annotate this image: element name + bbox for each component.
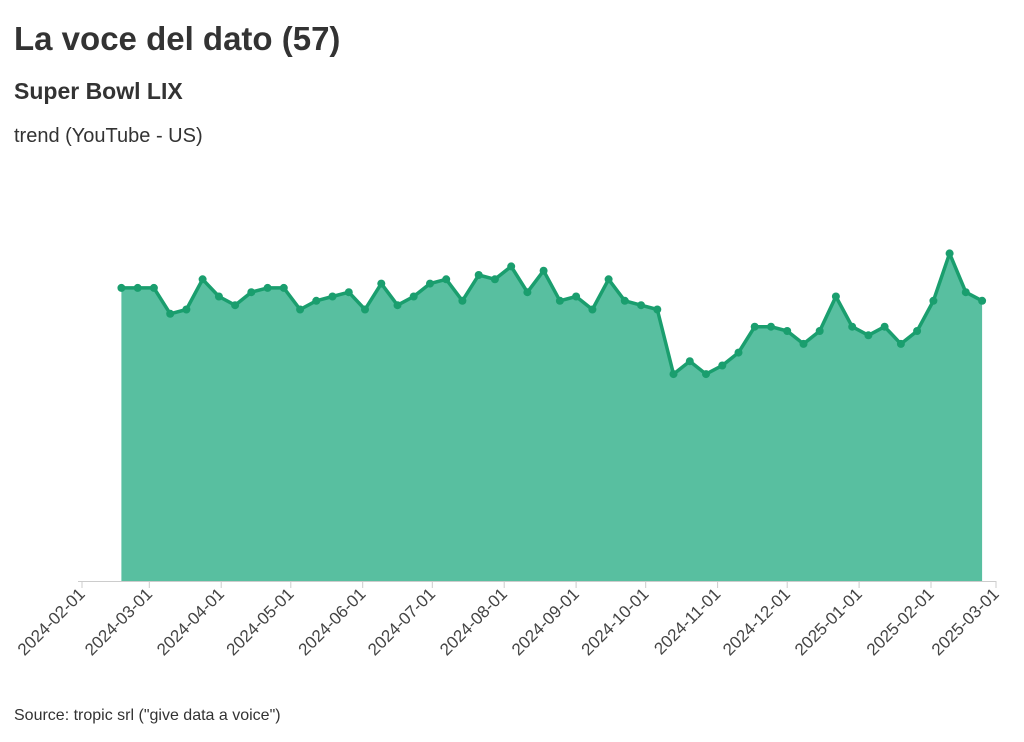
data-point	[864, 331, 873, 340]
data-point	[896, 339, 905, 348]
data-point	[263, 283, 272, 292]
x-axis-ticks: 2024-02-012024-03-012024-04-012024-05-01…	[14, 581, 1003, 659]
data-point	[620, 296, 629, 305]
trend-data-points	[117, 249, 987, 379]
data-point	[702, 370, 710, 379]
data-point	[848, 322, 857, 331]
x-tick-label: 2024-10-01	[578, 584, 653, 659]
data-point	[978, 296, 987, 305]
data-point	[182, 305, 191, 314]
trend-area-fill	[121, 253, 983, 581]
data-point	[149, 283, 158, 292]
data-point	[815, 327, 824, 335]
data-point	[247, 288, 256, 297]
data-point	[783, 327, 792, 335]
data-point	[929, 296, 938, 305]
data-point	[653, 305, 662, 314]
data-point	[637, 301, 646, 310]
data-point	[669, 370, 678, 379]
data-point	[523, 288, 532, 297]
data-point	[604, 275, 613, 284]
data-point	[312, 296, 321, 305]
data-point	[296, 305, 305, 314]
data-point	[718, 361, 727, 370]
data-point	[198, 275, 207, 284]
data-point	[831, 292, 840, 301]
data-point	[377, 279, 386, 288]
x-tick-label: 2024-09-01	[508, 584, 583, 659]
data-point	[166, 309, 175, 318]
data-point	[214, 292, 223, 301]
source-note: Source: tropic srl ("give data a voice")	[14, 707, 281, 724]
data-point	[507, 262, 516, 271]
data-point	[685, 357, 694, 366]
x-tick-label: 2025-01-01	[791, 584, 866, 659]
chart-subtitle: Super Bowl LIX	[14, 78, 183, 104]
data-point	[117, 283, 126, 292]
x-tick-label: 2024-03-01	[81, 584, 156, 659]
data-point	[426, 279, 434, 288]
data-point	[458, 296, 467, 305]
data-point	[734, 348, 743, 357]
data-point	[799, 339, 808, 348]
x-tick-label: 2024-08-01	[436, 584, 511, 659]
x-tick-label: 2024-07-01	[364, 584, 439, 659]
x-tick-label: 2024-11-01	[650, 584, 724, 658]
data-point	[279, 283, 288, 292]
data-point	[231, 301, 240, 310]
chart-note: trend (YouTube - US)	[14, 125, 203, 147]
data-point	[361, 305, 369, 314]
data-point	[767, 322, 775, 331]
x-tick-label: 2024-05-01	[223, 584, 298, 659]
x-tick-label: 2024-02-01	[14, 584, 89, 659]
data-point	[328, 292, 337, 301]
x-tick-label: 2024-06-01	[295, 584, 370, 659]
x-tick-label: 2024-04-01	[153, 584, 228, 659]
x-tick-label: 2025-03-01	[928, 584, 1003, 659]
data-point	[539, 266, 548, 275]
data-point	[133, 283, 142, 292]
data-point	[750, 322, 759, 331]
data-point	[945, 249, 954, 258]
data-point	[393, 301, 402, 310]
data-point	[880, 322, 889, 331]
data-point	[572, 292, 581, 301]
data-point	[913, 327, 922, 335]
x-tick-label: 2025-02-01	[863, 584, 938, 659]
data-point	[588, 305, 597, 314]
data-point	[442, 275, 451, 284]
page-title: La voce del dato (57)	[14, 20, 341, 57]
data-point	[474, 271, 483, 279]
data-point	[490, 275, 499, 284]
data-point	[555, 296, 564, 305]
data-point	[409, 292, 418, 301]
data-point	[344, 288, 353, 297]
data-point	[961, 288, 970, 297]
x-tick-label: 2024-12-01	[719, 584, 794, 659]
